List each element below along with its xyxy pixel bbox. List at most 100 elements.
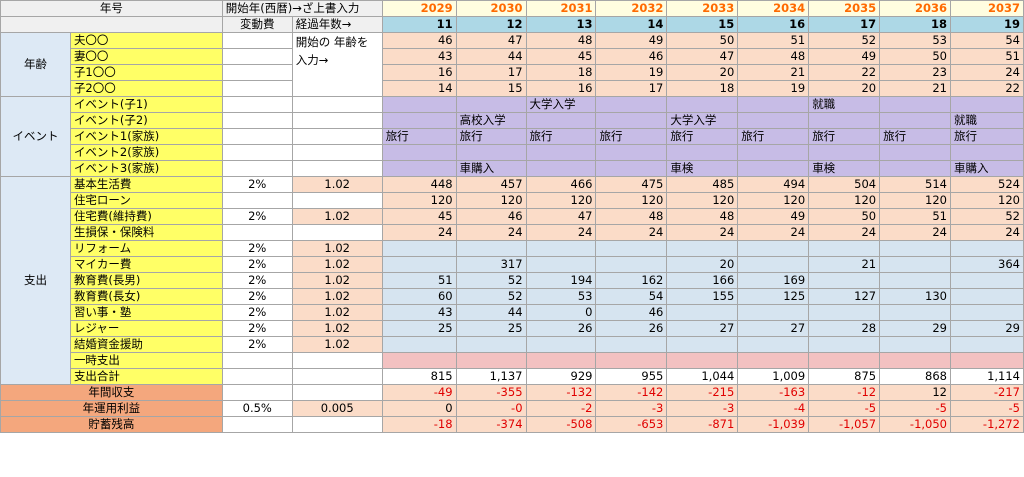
summary-label-cell[interactable]: 貯蓄残高 bbox=[0, 416, 223, 433]
age-cell[interactable]: 47 bbox=[455, 32, 527, 49]
event-cell[interactable]: 旅行 bbox=[595, 128, 668, 145]
summary-cell[interactable]: -1,039 bbox=[737, 416, 810, 433]
age-cell[interactable]: 46 bbox=[381, 32, 457, 49]
expense-cell[interactable]: 485 bbox=[666, 176, 739, 193]
age-cell[interactable]: 50 bbox=[666, 32, 739, 49]
expense-cell[interactable]: 317 bbox=[455, 256, 527, 273]
expense-cell[interactable] bbox=[666, 352, 739, 369]
rate-cell[interactable]: 2% bbox=[221, 256, 293, 273]
expense-cell[interactable]: 120 bbox=[595, 192, 668, 209]
rate-cell[interactable] bbox=[221, 32, 293, 49]
row-label-cell[interactable]: 住宅費(維持費) bbox=[69, 208, 223, 225]
row-label-cell[interactable]: イベント2(家族) bbox=[69, 144, 223, 161]
age-cell[interactable]: 54 bbox=[950, 32, 1024, 49]
event-cell[interactable] bbox=[950, 144, 1024, 161]
expense-cell[interactable]: 120 bbox=[381, 192, 457, 209]
age-cell[interactable]: 48 bbox=[737, 48, 810, 65]
rate-cell[interactable]: 2% bbox=[221, 320, 293, 337]
age-cell[interactable]: 49 bbox=[595, 32, 668, 49]
expense-cell[interactable]: 194 bbox=[525, 272, 597, 289]
row-label-cell[interactable]: 子2〇〇 bbox=[69, 80, 223, 97]
elapsed-cell[interactable]: 11 bbox=[381, 16, 457, 33]
expense-cell[interactable]: 27 bbox=[737, 320, 810, 337]
event-cell[interactable]: 車購入 bbox=[455, 160, 527, 177]
expense-cell[interactable]: 127 bbox=[808, 288, 881, 305]
expense-cell[interactable]: 24 bbox=[666, 224, 739, 241]
expense-cell[interactable]: 1,009 bbox=[737, 368, 810, 385]
summary-cell[interactable]: 12 bbox=[879, 384, 951, 401]
rate-cell[interactable] bbox=[221, 224, 293, 241]
rate-cell[interactable] bbox=[221, 48, 293, 65]
event-cell[interactable] bbox=[381, 112, 457, 129]
event-cell[interactable] bbox=[595, 112, 668, 129]
coef-cell[interactable] bbox=[291, 192, 383, 209]
age-cell[interactable]: 19 bbox=[737, 80, 810, 97]
rate-cell[interactable]: 2% bbox=[221, 208, 293, 225]
rate-cell[interactable]: 2% bbox=[221, 304, 293, 321]
row-label-cell[interactable]: 生損保・保険料 bbox=[69, 224, 223, 241]
expense-cell[interactable]: 44 bbox=[455, 304, 527, 321]
summary-cell[interactable]: -4 bbox=[737, 400, 810, 417]
age-cell[interactable]: 51 bbox=[737, 32, 810, 49]
coef-cell[interactable]: 1.02 bbox=[291, 208, 383, 225]
event-cell[interactable] bbox=[879, 144, 951, 161]
year-cell[interactable]: 2037 bbox=[950, 0, 1024, 17]
summary-cell[interactable]: -132 bbox=[525, 384, 597, 401]
event-cell[interactable] bbox=[455, 96, 527, 113]
elapsed-cell[interactable]: 17 bbox=[808, 16, 881, 33]
elapsed-cell[interactable]: 13 bbox=[525, 16, 597, 33]
row-label-cell[interactable]: 基本生活費 bbox=[69, 176, 223, 193]
event-cell[interactable] bbox=[666, 96, 739, 113]
expense-cell[interactable] bbox=[666, 336, 739, 353]
row-label-cell[interactable]: リフォーム bbox=[69, 240, 223, 257]
age-cell[interactable]: 20 bbox=[666, 64, 739, 81]
age-cell[interactable]: 44 bbox=[455, 48, 527, 65]
expense-cell[interactable]: 475 bbox=[595, 176, 668, 193]
expense-cell[interactable]: 514 bbox=[879, 176, 951, 193]
row-label-cell[interactable]: 習い事・塾 bbox=[69, 304, 223, 321]
expense-cell[interactable]: 24 bbox=[455, 224, 527, 241]
coef-cell[interactable]: 0.005 bbox=[291, 400, 383, 417]
expense-cell[interactable] bbox=[381, 336, 457, 353]
expense-cell[interactable] bbox=[525, 336, 597, 353]
expense-cell[interactable] bbox=[737, 352, 810, 369]
age-cell[interactable]: 53 bbox=[879, 32, 951, 49]
age-cell[interactable]: 21 bbox=[737, 64, 810, 81]
coef-cell[interactable]: 1.02 bbox=[291, 272, 383, 289]
expense-cell[interactable] bbox=[879, 304, 951, 321]
variable-label-cell[interactable]: 変動費 bbox=[221, 16, 293, 33]
row-label-cell[interactable]: イベント1(家族) bbox=[69, 128, 223, 145]
expense-cell[interactable]: 364 bbox=[950, 256, 1024, 273]
coef-cell[interactable] bbox=[291, 352, 383, 369]
start-year-note-cell[interactable]: 開始年(西暦)→ざ上書入力 bbox=[221, 0, 383, 17]
event-cell[interactable]: 車検 bbox=[808, 160, 881, 177]
expense-cell[interactable]: 24 bbox=[950, 224, 1024, 241]
expense-cell[interactable]: 868 bbox=[879, 368, 951, 385]
expense-cell[interactable]: 52 bbox=[455, 288, 527, 305]
row-label-cell[interactable]: レジャー bbox=[69, 320, 223, 337]
expense-cell[interactable]: 48 bbox=[666, 208, 739, 225]
event-cell[interactable]: 車検 bbox=[666, 160, 739, 177]
expense-cell[interactable] bbox=[455, 352, 527, 369]
event-cell[interactable] bbox=[381, 96, 457, 113]
rate-cell[interactable] bbox=[221, 352, 293, 369]
expense-cell[interactable] bbox=[595, 240, 668, 257]
year-cell[interactable]: 2029 bbox=[381, 0, 457, 17]
expense-cell[interactable]: 504 bbox=[808, 176, 881, 193]
group-event-cell[interactable]: イベント bbox=[0, 96, 71, 177]
expense-cell[interactable]: 24 bbox=[879, 224, 951, 241]
age-cell[interactable]: 18 bbox=[525, 64, 597, 81]
rate-cell[interactable] bbox=[221, 192, 293, 209]
age-cell[interactable]: 47 bbox=[666, 48, 739, 65]
coef-cell[interactable] bbox=[291, 368, 383, 385]
year-cell[interactable]: 2031 bbox=[525, 0, 597, 17]
expense-cell[interactable]: 54 bbox=[595, 288, 668, 305]
expense-cell[interactable]: 45 bbox=[381, 208, 457, 225]
event-cell[interactable] bbox=[737, 160, 810, 177]
age-cell[interactable]: 23 bbox=[879, 64, 951, 81]
expense-cell[interactable]: 24 bbox=[595, 224, 668, 241]
event-cell[interactable]: 車購入 bbox=[950, 160, 1024, 177]
event-cell[interactable]: 就職 bbox=[950, 112, 1024, 129]
event-cell[interactable]: 旅行 bbox=[455, 128, 527, 145]
summary-cell[interactable]: -12 bbox=[808, 384, 881, 401]
